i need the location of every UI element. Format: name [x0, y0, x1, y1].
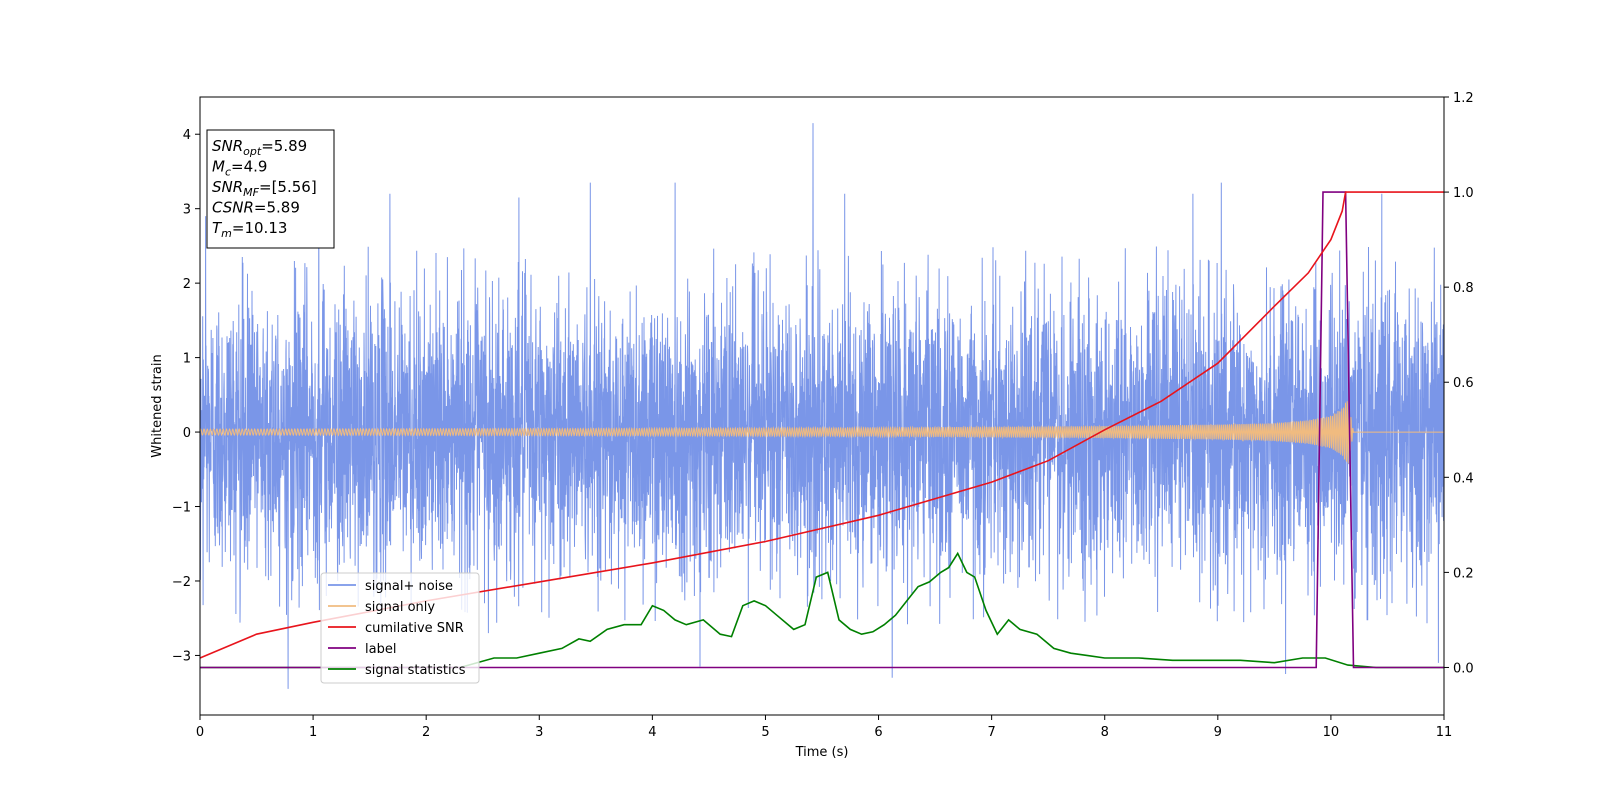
legend-frame — [320, 572, 480, 684]
y-axis-label: Whitened strain — [150, 354, 165, 457]
legend-label: label — [365, 642, 396, 657]
x-tick-label: 9 — [1214, 725, 1222, 740]
legend-label: signal+ noise — [365, 579, 453, 594]
x-tick-label: 5 — [761, 725, 769, 740]
legend-label: signal only — [365, 600, 435, 615]
y-tick-label: 2 — [183, 277, 191, 292]
y2-tick-label: 0.2 — [1453, 566, 1474, 581]
x-tick-label: 8 — [1101, 725, 1109, 740]
signal-only-line — [200, 401, 1444, 464]
y-tick-label: −3 — [172, 649, 191, 664]
y2-tick-label: 0.4 — [1453, 471, 1474, 486]
y-tick-label: 4 — [183, 128, 191, 143]
annotation-frame — [206, 129, 335, 249]
x-tick-label: 10 — [1323, 725, 1340, 740]
annotation-line: SNRMF=[5.56] — [212, 178, 317, 199]
plot-frame — [199, 96, 1445, 716]
x-tick-label: 2 — [422, 725, 430, 740]
x-tick-label: 11 — [1436, 725, 1453, 740]
y2-tick-label: 0.6 — [1453, 376, 1474, 391]
series-signal-statistics — [200, 551, 1444, 669]
y-tick-label: −1 — [172, 501, 191, 516]
x-tick-label: 6 — [874, 725, 882, 740]
y-axis-left: −3 −2 −1 0 1 2 3 4 — [172, 128, 200, 664]
legend-label: cumilative SNR — [365, 621, 464, 636]
annotation-line: CSNR=5.89 — [212, 199, 300, 217]
y-tick-label: 1 — [183, 352, 191, 367]
y2-tick-label: 0.0 — [1453, 661, 1474, 676]
y2-tick-label: 0.8 — [1453, 281, 1474, 296]
y2-tick-label: 1.0 — [1453, 186, 1474, 201]
x-tick-label: 0 — [196, 725, 204, 740]
legend: signal+ noise signal only cumilative SNR la… — [320, 572, 480, 684]
series-label — [200, 191, 1444, 669]
series-signal-noise — [200, 123, 1444, 689]
y-tick-label: 3 — [183, 203, 191, 218]
x-axis-label: Time (s) — [795, 745, 849, 760]
y-axis-right: 0.0 0.2 0.4 0.6 0.8 1.0 1.2 — [1444, 91, 1474, 676]
series-signal-only — [200, 401, 1444, 464]
y-tick-label: 0 — [183, 426, 191, 441]
y-tick-label: −2 — [172, 575, 191, 590]
legend-label: signal statistics — [365, 663, 466, 678]
x-axis: 0 1 2 3 4 5 6 7 8 9 10 11 — [196, 715, 1452, 740]
x-tick-label: 7 — [987, 725, 995, 740]
y2-tick-label: 1.2 — [1453, 91, 1474, 106]
signal-noise-line — [200, 123, 1444, 689]
annotation-line: Mc=4.9 — [212, 158, 267, 179]
annotation-line: SNRopt=5.89 — [212, 137, 307, 158]
annotation-line: Tm=10.13 — [212, 219, 287, 240]
x-tick-label: 3 — [535, 725, 543, 740]
x-tick-label: 1 — [309, 725, 317, 740]
x-tick-label: 4 — [648, 725, 656, 740]
